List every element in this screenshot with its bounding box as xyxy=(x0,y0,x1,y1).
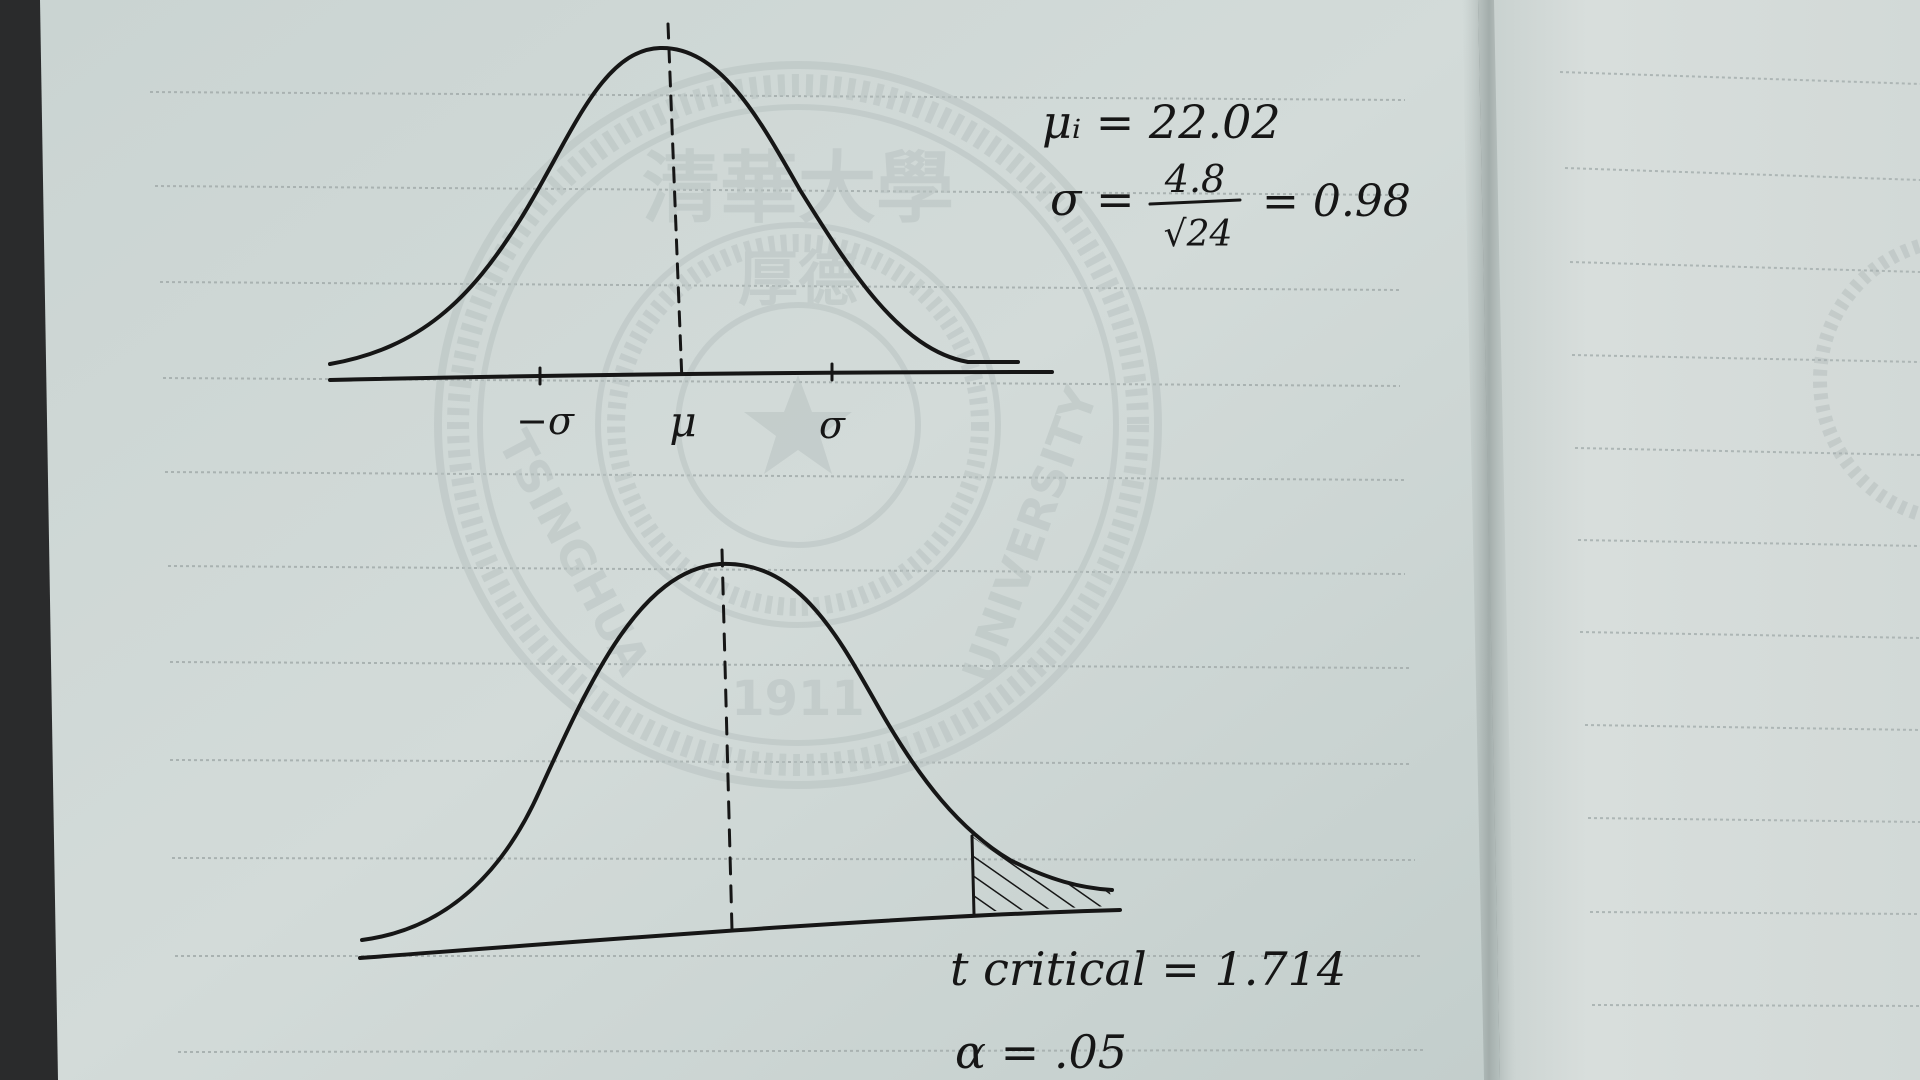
handwritten-notes: μᵢ = 22.02 σ = 4.8 √24 = 0.98 t critical… xyxy=(950,95,1411,1079)
top-mean-dashed-line xyxy=(666,22,684,384)
fraction-bar xyxy=(1148,198,1242,206)
mu-value-note: μᵢ = 22.02 xyxy=(1042,95,1281,149)
page-gutter xyxy=(1462,0,1516,1080)
sigma-denominator: √24 xyxy=(1164,214,1233,255)
right-page xyxy=(1478,0,1920,1080)
ruled-lines-right xyxy=(1559,71,1920,1007)
top-curve-line xyxy=(328,45,1020,366)
shaded-right-tail xyxy=(972,836,1112,912)
t-critical-note: t critical = 1.714 xyxy=(950,942,1346,996)
top-label-neg-sigma: −σ xyxy=(516,399,575,443)
sigma-result: = 0.98 xyxy=(1262,176,1411,227)
top-label-mu: μ xyxy=(669,397,696,446)
bottom-x-axis xyxy=(358,908,1122,960)
bottom-t-curve-sketch xyxy=(358,548,1122,960)
ruled-lines-left xyxy=(149,91,1426,1053)
top-x-axis xyxy=(328,370,1054,382)
seal-year-text: 1911 xyxy=(731,671,865,727)
seal-center-text: 厚德 xyxy=(738,245,858,315)
bottom-mean-dashed-line xyxy=(720,548,734,932)
sigma-label: σ = xyxy=(1050,172,1135,226)
top-label-sigma: σ xyxy=(819,403,846,447)
top-normal-curve-sketch: −σ μ σ xyxy=(328,22,1054,447)
alpha-note: α = .05 xyxy=(955,1025,1127,1079)
bottom-curve-line xyxy=(360,561,1114,942)
critical-value-line xyxy=(970,834,976,916)
sigma-numerator: 4.8 xyxy=(1164,157,1225,201)
